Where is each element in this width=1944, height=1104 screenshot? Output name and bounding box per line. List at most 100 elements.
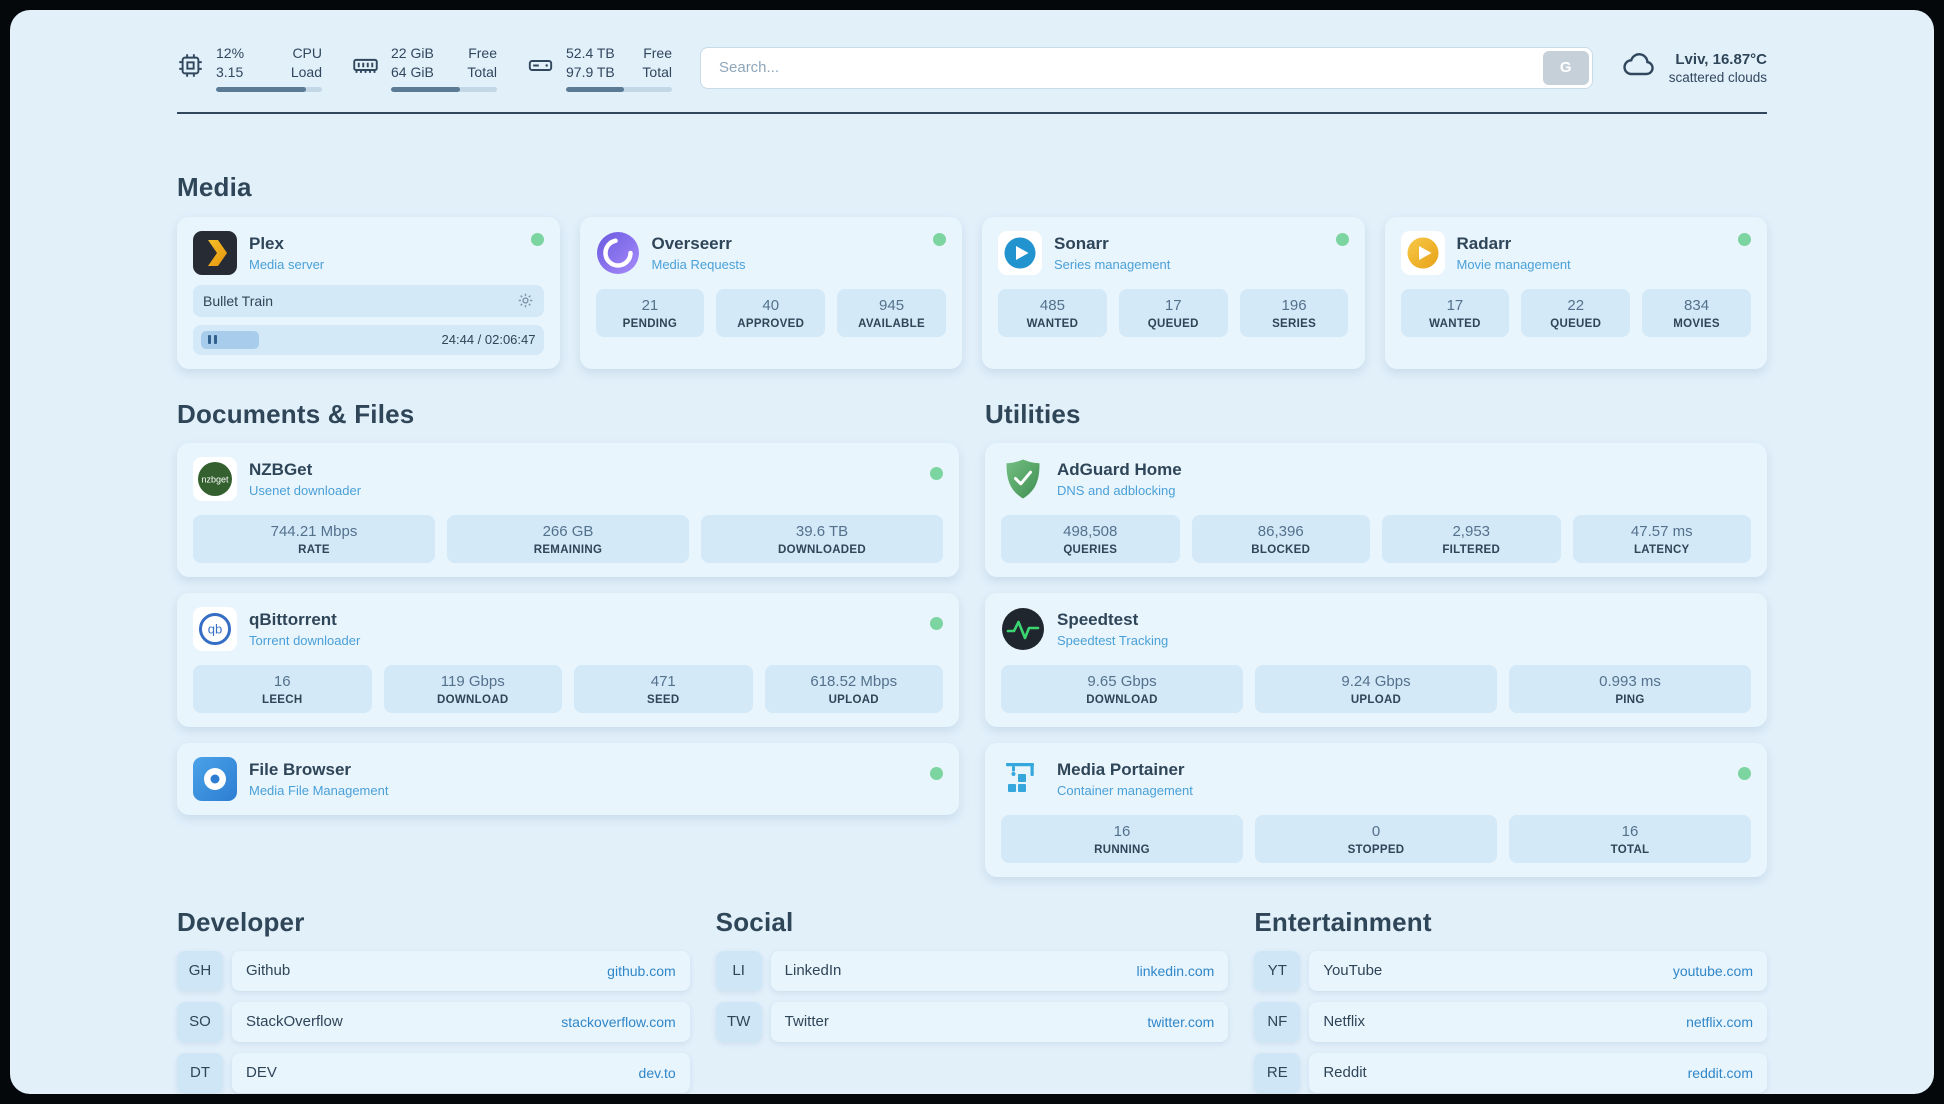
stat-box: 196 SERIES <box>1239 288 1349 337</box>
bookmark-link[interactable]: dev.to <box>638 1064 676 1081</box>
stat-box: 2,953 FILTERED <box>1382 514 1561 563</box>
documents-section: Documents & Files nzbget NZBGet Usenet d… <box>177 399 959 815</box>
entertainment-section: Entertainment YT YouTube youtube.com NF N… <box>1254 907 1767 1093</box>
sonarr-icon <box>998 230 1042 275</box>
app-subtitle: Torrent downloader <box>249 632 361 648</box>
utilities-section-title: Utilities <box>985 398 1081 429</box>
developer-section-title: Developer <box>177 906 305 937</box>
bookmark-name: DEV <box>246 1064 277 1082</box>
stat-box: 119 Gbps DOWNLOAD <box>383 664 562 713</box>
documents-section-title: Documents & Files <box>177 398 415 429</box>
adguard-icon <box>1001 457 1045 501</box>
app-subtitle: Media Requests <box>651 256 746 272</box>
bookmark-link[interactable]: github.com <box>607 962 676 979</box>
app-subtitle: Media File Management <box>249 782 389 798</box>
bookmark-name: Netflix <box>1323 1013 1366 1031</box>
now-playing-bar: Bullet Train <box>193 284 544 317</box>
cpu-stat: 12% CPU 3.15 Load <box>177 44 322 92</box>
stat-box: 17 WANTED <box>1400 288 1510 337</box>
social-section-title: Social <box>715 906 794 937</box>
bookmark-linkedin[interactable]: LI LinkedIn linkedin.com <box>715 950 1229 991</box>
netflix-abbr-icon: NF <box>1254 1001 1301 1042</box>
filebrowser-icon <box>193 756 237 801</box>
stat-box: 16 RUNNING <box>1001 814 1243 863</box>
stat-box: 39.6 TB DOWNLOADED <box>701 514 943 563</box>
bookmark-link[interactable]: reddit.com <box>1687 1064 1753 1081</box>
dev-abbr-icon: DT <box>177 1052 223 1093</box>
stat-box: 9.65 Gbps DOWNLOAD <box>1001 664 1243 713</box>
app-subtitle: Usenet downloader <box>249 482 362 498</box>
search-input[interactable] <box>700 46 1593 89</box>
bookmark-link[interactable]: stackoverflow.com <box>561 1013 676 1030</box>
bookmark-link[interactable]: twitter.com <box>1147 1013 1215 1030</box>
bookmark-youtube[interactable]: YT YouTube youtube.com <box>1254 950 1767 991</box>
stat-box: 744.21 Mbps RATE <box>193 514 435 563</box>
app-name: Sonarr <box>1054 233 1109 253</box>
qbittorrent-icon: qb <box>193 606 237 651</box>
media-section-title: Media <box>177 171 252 202</box>
bookmark-link[interactable]: netflix.com <box>1686 1013 1753 1030</box>
app-name: Speedtest <box>1057 609 1139 629</box>
bookmark-dev[interactable]: DT DEV dev.to <box>177 1052 690 1093</box>
stat-box: 9.24 Gbps UPLOAD <box>1255 664 1497 713</box>
linkedin-abbr-icon: LI <box>715 950 762 991</box>
plex-icon <box>193 230 237 275</box>
ram-free-label: Free <box>468 45 497 61</box>
stat-box: 471 SEED <box>574 664 753 713</box>
bookmark-name: Github <box>246 962 291 980</box>
cpu-icon <box>177 52 204 84</box>
sonarr-card[interactable]: Sonarr Series management 485 WANTED 17 QUE… <box>982 216 1365 369</box>
ram-total-value: 64 GiB <box>391 63 434 80</box>
portainer-card[interactable]: Media Portainer Container management 16 R… <box>985 742 1767 877</box>
cpu-load-label: Load <box>290 63 322 80</box>
bookmark-stackoverflow[interactable]: SO StackOverflow stackoverflow.com <box>177 1001 690 1042</box>
status-dot <box>1738 232 1751 246</box>
app-name: Media Portainer <box>1057 759 1185 779</box>
overseerr-card[interactable]: Overseerr Media Requests 21 PENDING 40 APP… <box>579 216 962 369</box>
qbittorrent-card[interactable]: qb qBittorrent Torrent downloader 16 LEEC… <box>177 592 959 727</box>
stat-box: 22 QUEUED <box>1521 288 1631 337</box>
stat-box: 266 GB REMAINING <box>447 514 689 563</box>
disk-total-value: 97.9 TB <box>566 63 615 80</box>
reddit-abbr-icon: RE <box>1254 1052 1301 1093</box>
developer-section: Developer GH Github github.com SO StackOv… <box>177 907 690 1093</box>
radarr-card[interactable]: Radarr Movie management 17 WANTED 22 QUEUE… <box>1384 216 1767 369</box>
app-subtitle: Movie management <box>1456 256 1571 272</box>
status-dot <box>930 466 943 480</box>
search-engine-button[interactable]: G <box>1542 50 1589 85</box>
stat-box: 21 PENDING <box>595 288 705 337</box>
stat-box: 16 LEECH <box>193 664 372 713</box>
topbar-divider <box>177 111 1767 114</box>
radarr-icon <box>1400 230 1445 275</box>
filebrowser-card[interactable]: File Browser Media File Management <box>177 742 959 815</box>
disk-total-label: Total <box>642 63 672 80</box>
plex-card[interactable]: Plex Media server Bullet Train <box>177 216 560 369</box>
now-playing-title: Bullet Train <box>203 292 274 309</box>
bookmark-netflix[interactable]: NF Netflix netflix.com <box>1254 1001 1767 1042</box>
pause-button[interactable] <box>201 330 259 349</box>
bookmark-reddit[interactable]: RE Reddit reddit.com <box>1254 1052 1767 1093</box>
settings-gear-icon[interactable] <box>517 292 534 309</box>
utilities-section: Utilities AdGuard Home DNS and adblockin… <box>985 399 1767 877</box>
status-dot <box>1738 766 1751 780</box>
ram-total-label: Total <box>467 63 497 80</box>
bookmark-link[interactable]: youtube.com <box>1672 962 1753 979</box>
memory-icon <box>352 52 379 84</box>
cpu-label: CPU <box>292 45 322 61</box>
svg-text:qb: qb <box>208 621 222 636</box>
search-bar: G <box>700 46 1593 89</box>
speedtest-icon <box>1001 607 1045 651</box>
app-subtitle: Media server <box>249 256 325 272</box>
speedtest-card[interactable]: Speedtest Speedtest Tracking 9.65 Gbps DO… <box>985 592 1767 727</box>
app-name: Plex <box>249 233 284 253</box>
stat-box: 16 TOTAL <box>1509 814 1751 863</box>
stat-box: 485 WANTED <box>998 288 1107 337</box>
cpu-value: 12% <box>216 45 245 61</box>
nzbget-card[interactable]: nzbget NZBGet Usenet downloader 744.21 M… <box>177 442 959 577</box>
bookmark-twitter[interactable]: TW Twitter twitter.com <box>715 1001 1229 1042</box>
app-name: Overseerr <box>651 233 732 253</box>
adguard-card[interactable]: AdGuard Home DNS and adblocking 498,508 Q… <box>985 442 1767 577</box>
bookmark-github[interactable]: GH Github github.com <box>177 950 690 991</box>
bookmark-link[interactable]: linkedin.com <box>1136 962 1215 979</box>
